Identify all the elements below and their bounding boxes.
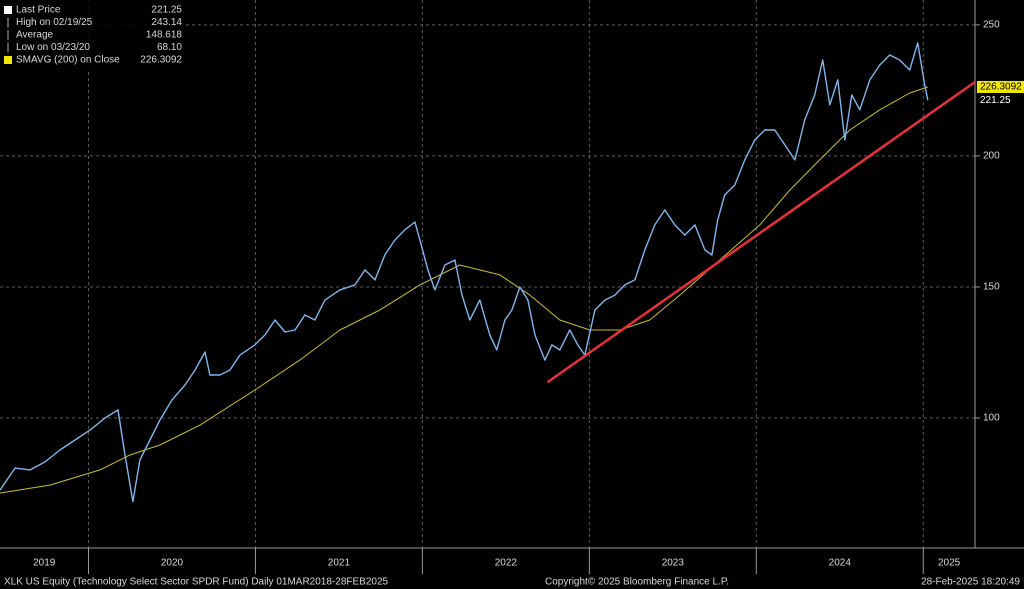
x-tick-label: 2019 [33,558,56,569]
legend-label: SMAVG (200) on Close [16,55,120,66]
y-tick-label: 200 [983,151,1000,162]
price-tag [977,94,1024,107]
legend-value: 243.14 [151,17,182,28]
legend-value: 148.618 [146,30,183,41]
legend-value: 68.10 [157,42,182,53]
x-tick-label: 2024 [829,558,852,569]
legend-value: 221.25 [151,5,182,16]
legend-box [0,0,186,72]
footer-right: 28-Feb-2025 18:20:49 [921,577,1020,588]
trend-line [546,80,976,384]
price-tag-label: 221.25 [980,95,1011,106]
legend-label: Last Price [16,5,61,16]
legend-label: Low on 03/23/20 [16,42,90,53]
x-tick-label: 2022 [495,558,518,569]
footer-center: Copyright© 2025 Bloomberg Finance L.P. [545,577,729,588]
y-tick-label: 100 [983,413,1000,424]
x-tick-label: 2025 [938,558,961,569]
price-line [0,42,929,503]
legend-swatch [4,6,12,14]
y-tick-label: 150 [983,282,1000,293]
x-tick-label: 2023 [662,558,685,569]
legend-value: 226.3092 [140,55,182,66]
legend-swatch [4,56,12,64]
legend-label: Average [16,30,54,41]
x-tick-label: 2020 [161,558,184,569]
price-tag [977,80,1024,93]
footer-left: XLK US Equity (Technology Select Sector … [4,577,389,588]
x-tick-label: 2021 [328,558,351,569]
y-tick-label: 250 [983,20,1000,31]
price-tag-label: 226.3092 [980,82,1022,93]
legend-label: High on 02/19/25 [16,17,93,28]
sma-line [0,86,928,494]
